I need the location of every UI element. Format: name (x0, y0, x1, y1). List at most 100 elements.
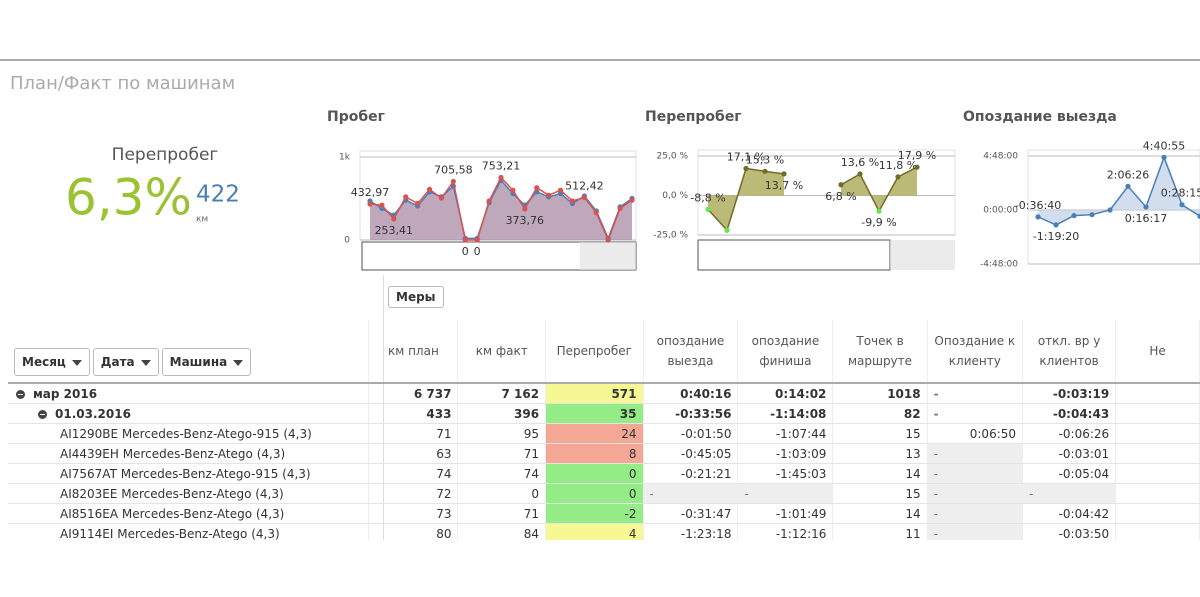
table-cell (1115, 503, 1200, 524)
table-cell: 0:14:02 (737, 383, 834, 404)
table-cell: 8 (545, 443, 644, 464)
y-tick-label: 0 (344, 236, 350, 246)
table-cell: -1:23:18 (643, 523, 739, 540)
point (857, 171, 863, 177)
table-cell: -0:03:01 (1022, 443, 1117, 464)
table-cell: 14 (832, 463, 928, 484)
point (1179, 202, 1185, 208)
point (762, 168, 768, 174)
pivot-table: Меры Месяц Дата Машина км план км факт Перепр… (8, 275, 1200, 540)
point (1143, 204, 1149, 210)
point (629, 197, 635, 203)
filter-button[interactable]: Месяц (14, 348, 90, 376)
table-cell: 73 (368, 503, 459, 524)
filter-button[interactable]: Дата (92, 348, 159, 376)
row-label: 01.03.2016 (55, 406, 131, 421)
header-row: Месяц Дата Машина км план км факт Перепробег о… (8, 320, 1200, 384)
table-cell: 84 (457, 523, 547, 540)
point (546, 192, 552, 198)
point (438, 195, 445, 201)
table-cell: -0:31:47 (643, 503, 739, 524)
filter-button[interactable]: Машина (161, 348, 252, 376)
y-tick-label: 25,0 % (657, 152, 689, 162)
point (743, 165, 749, 172)
y-tick-label: -25,0 % (653, 231, 688, 241)
collapse-icon (38, 409, 47, 419)
row-label: мар 2016 (33, 386, 98, 401)
point (367, 201, 373, 207)
point (486, 198, 492, 204)
point (605, 237, 611, 243)
table-cell (1115, 463, 1200, 484)
measures-button[interactable]: Меры (388, 286, 444, 308)
table-cell: -1:03:09 (737, 443, 834, 464)
point (876, 208, 882, 214)
table-cell (1115, 443, 1200, 464)
point (1107, 207, 1113, 213)
table-cell: -0:45:05 (643, 443, 739, 464)
point (1197, 213, 1200, 219)
table-cell: -0:03:19 (1022, 383, 1117, 404)
data-label: 253,41 (375, 224, 414, 237)
data-label: 0:28:15 (1161, 187, 1200, 200)
table-cell: 0 (457, 483, 547, 504)
y-tick-label: 4:48:00 (983, 152, 1018, 162)
table-cell: 01.03.2016 (8, 403, 370, 424)
table-cell (1115, 523, 1200, 540)
table-row: мар 2016 6 737 7 162 571 0:40:16 0:14:02 1018-… (8, 383, 1200, 404)
dropdown-caret (71, 359, 82, 366)
table-cell: -2 (545, 503, 644, 524)
point (593, 210, 599, 216)
point (1161, 154, 1167, 160)
row-label: AI9114EI Mercedes-Benz-Atego (4,3) (60, 526, 280, 541)
table: Месяц Дата Машина км план км факт Перепробег о… (8, 320, 1200, 540)
point (1053, 222, 1059, 228)
data-label: 15,3 % (746, 153, 784, 166)
y-tick-label: 0,0 % (662, 191, 688, 201)
table-cell: -0:03:50 (1022, 523, 1117, 540)
column-header: опоздание финиша (737, 320, 834, 384)
table-cell: 72 (368, 483, 459, 504)
data-label: 2:06:26 (1107, 168, 1149, 181)
navigator-shade (890, 240, 955, 270)
y-tick-label: -4:48:00 (980, 260, 1018, 270)
data-label: 512,42 (565, 179, 604, 192)
table-cell (1115, 483, 1200, 504)
point (391, 216, 397, 222)
column-header: Не (1115, 320, 1200, 384)
table-cell: -0:05:04 (1022, 463, 1117, 484)
table-cell: AI8516EA Mercedes-Benz-Atego (4,3) (8, 503, 370, 524)
table-cell: AI4439EH Mercedes-Benz-Atego (4,3) (8, 443, 370, 464)
area (1038, 157, 1200, 225)
table-cell (1115, 423, 1200, 444)
area (708, 167, 917, 231)
point (838, 182, 844, 188)
table-cell: 0:06:50 (927, 423, 1024, 444)
table-cell: 24 (545, 423, 644, 444)
data-label: 4:40:55 (1143, 139, 1185, 152)
data-label: 753,21 (482, 159, 521, 172)
table-row: AI8203EE Mercedes-Benz-Atego (4,3) 72 0 0- -… (8, 483, 1200, 504)
data-label: -0:36:40 (1015, 199, 1061, 212)
y-tick-label: 1k (339, 153, 351, 163)
point (522, 206, 528, 212)
point (534, 185, 540, 191)
table-cell: -1:45:03 (737, 463, 834, 484)
data-label: -1:19:20 (1033, 230, 1079, 243)
dropdown-caret (140, 359, 151, 366)
point (1089, 212, 1095, 218)
point (1071, 213, 1077, 219)
point (1035, 214, 1041, 220)
data-label: -9,9 % (861, 216, 896, 229)
table-cell: 11 (832, 523, 928, 540)
chart-title: Перепробег (645, 109, 742, 125)
table-row: AI8516EA Mercedes-Benz-Atego (4,3) 73 71 -2… (8, 503, 1200, 524)
table-cell: - (927, 463, 1024, 484)
point (557, 187, 564, 193)
column-header: опоздание выезда (643, 320, 739, 384)
point (1125, 183, 1131, 189)
data-label: 0 (474, 245, 481, 258)
filter-label: Месяц (22, 355, 66, 369)
table-cell: 433 (368, 403, 459, 424)
